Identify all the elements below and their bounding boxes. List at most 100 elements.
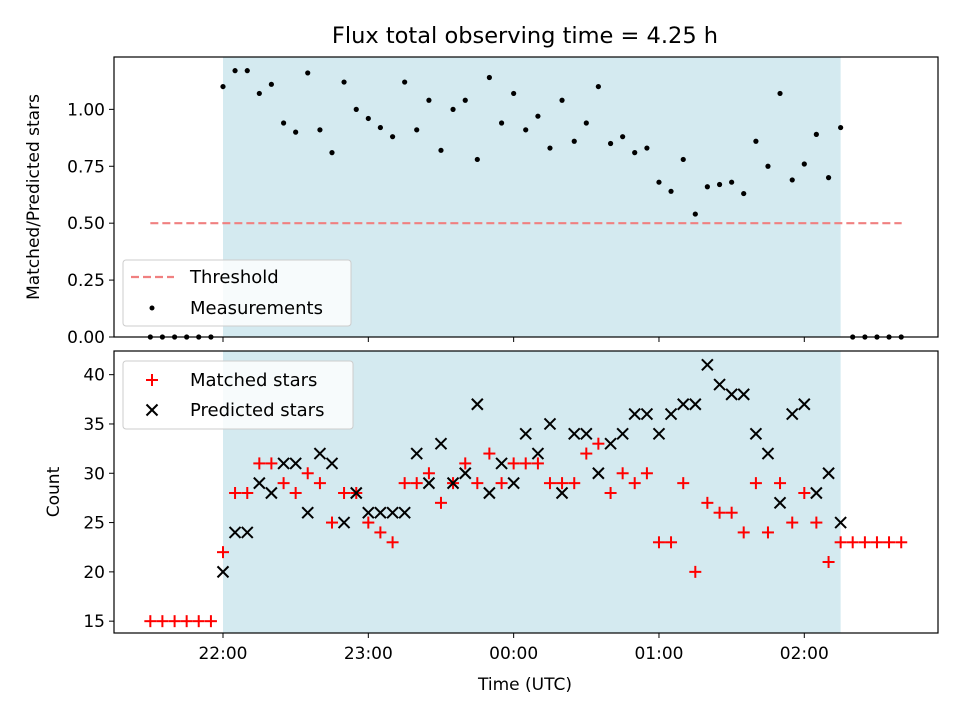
measurement-point — [462, 97, 468, 103]
measurement-point — [256, 90, 262, 97]
matched-star-point — [592, 437, 605, 450]
y-tick-label: 40 — [83, 366, 105, 386]
predicted-star-point — [580, 427, 593, 441]
cross-stroke-b — [689, 398, 702, 411]
predicted-stars-points — [216, 358, 847, 579]
matched-star-point — [640, 467, 653, 480]
cross-stroke-b — [337, 516, 351, 529]
y-tick-label: 20 — [83, 563, 105, 583]
measurement-point — [535, 113, 541, 119]
predicted-star-point — [725, 388, 738, 401]
predicted-star-point — [350, 486, 363, 500]
matched-star-point — [531, 457, 544, 470]
bottom-legend-box — [122, 360, 354, 430]
cross-stroke-b — [241, 526, 254, 539]
legend-matched-label: Matched stars — [190, 370, 317, 391]
cross-stroke-b — [374, 506, 387, 519]
measurement-point — [365, 115, 371, 122]
cross-stroke-b — [773, 496, 787, 510]
cross-stroke-b — [568, 427, 581, 441]
predicted-star-point — [531, 447, 545, 460]
legend-predicted-swatch — [145, 403, 159, 417]
cross-stroke-b — [145, 403, 159, 417]
matched-star-point — [192, 615, 205, 628]
bottom-y-ticks: 15 20 25 30 35 40 — [83, 366, 114, 632]
matched-star-point — [507, 457, 520, 470]
matched-star-point — [216, 546, 229, 559]
cross-stroke-b — [228, 526, 242, 539]
measurement-point — [825, 175, 832, 181]
measurement-point — [607, 140, 614, 147]
matched-star-point — [180, 615, 193, 628]
cross-stroke-b — [434, 437, 448, 450]
matched-star-point — [253, 457, 266, 470]
cross-stroke-b — [459, 467, 472, 480]
y-tick-label: 1.00 — [67, 100, 105, 120]
matched-star-point — [725, 506, 738, 519]
matched-star-point — [338, 486, 351, 499]
matched-star-point — [580, 447, 593, 460]
predicted-star-point — [798, 398, 811, 411]
top-legend: Threshold Measurements — [122, 259, 352, 327]
matched-star-point — [604, 486, 617, 499]
cross-stroke-b — [507, 476, 520, 490]
predicted-star-point — [604, 437, 617, 450]
measurement-point — [498, 120, 505, 126]
predicted-star-point — [677, 398, 690, 411]
predicted-star-point — [277, 457, 290, 470]
matched-star-point — [798, 486, 811, 499]
matched-star-point — [834, 536, 847, 549]
measurement-point — [305, 70, 311, 76]
measurement-point — [474, 156, 480, 163]
cross-stroke-b — [216, 565, 230, 579]
matched-star-point — [168, 615, 181, 628]
measurement-point — [838, 124, 844, 131]
matched-star-point — [471, 477, 484, 490]
predicted-star-point — [289, 457, 302, 470]
y-tick-label: 15 — [83, 612, 105, 632]
cross-stroke-b — [410, 447, 423, 460]
matched-star-point — [870, 536, 883, 549]
measurement-point — [741, 190, 747, 197]
matched-star-point — [277, 477, 290, 490]
predicted-star-point — [689, 398, 702, 411]
matched-star-point — [895, 536, 908, 549]
predicted-star-point — [834, 516, 847, 529]
measurement-point — [753, 138, 759, 144]
predicted-star-point — [241, 526, 254, 539]
y-tick-label: 0.50 — [67, 214, 105, 234]
bottom-x-ticks: 22:00 23:00 00:00 01:00 02:00 — [198, 633, 829, 664]
predicted-star-point — [652, 427, 666, 441]
measurement-point — [426, 97, 432, 103]
matched-star-point — [713, 506, 726, 519]
measurement-point — [377, 124, 383, 131]
cross-stroke-b — [604, 437, 617, 450]
matched-star-point — [568, 477, 581, 490]
matched-star-point — [204, 615, 217, 628]
cross-stroke-b — [798, 398, 811, 411]
predicted-star-point — [640, 407, 654, 421]
cross-stroke-b — [822, 467, 835, 480]
predicted-star-point — [786, 407, 799, 421]
predicted-star-point — [253, 476, 266, 490]
predicted-star-point — [737, 388, 750, 401]
cross-stroke-b — [289, 457, 302, 470]
measurement-point — [704, 184, 710, 190]
matched-star-point — [301, 467, 314, 480]
matched-star-point — [519, 457, 532, 470]
measurement-point — [680, 156, 686, 163]
measurement-point — [232, 68, 238, 74]
cross-stroke-b — [253, 476, 266, 490]
legend-threshold-label: Threshold — [189, 267, 279, 288]
predicted-star-point — [543, 417, 557, 431]
measurement-point — [644, 145, 650, 151]
bottom-axes-frame — [113, 350, 939, 634]
predicted-star-point — [422, 476, 436, 490]
predicted-star-point — [313, 447, 327, 460]
measurement-point — [595, 83, 601, 90]
matched-star-point — [858, 536, 871, 549]
top-axes-frame — [113, 56, 939, 338]
predicted-star-point — [810, 486, 823, 500]
matched-star-point — [701, 496, 714, 509]
cross-stroke-b — [725, 388, 738, 401]
